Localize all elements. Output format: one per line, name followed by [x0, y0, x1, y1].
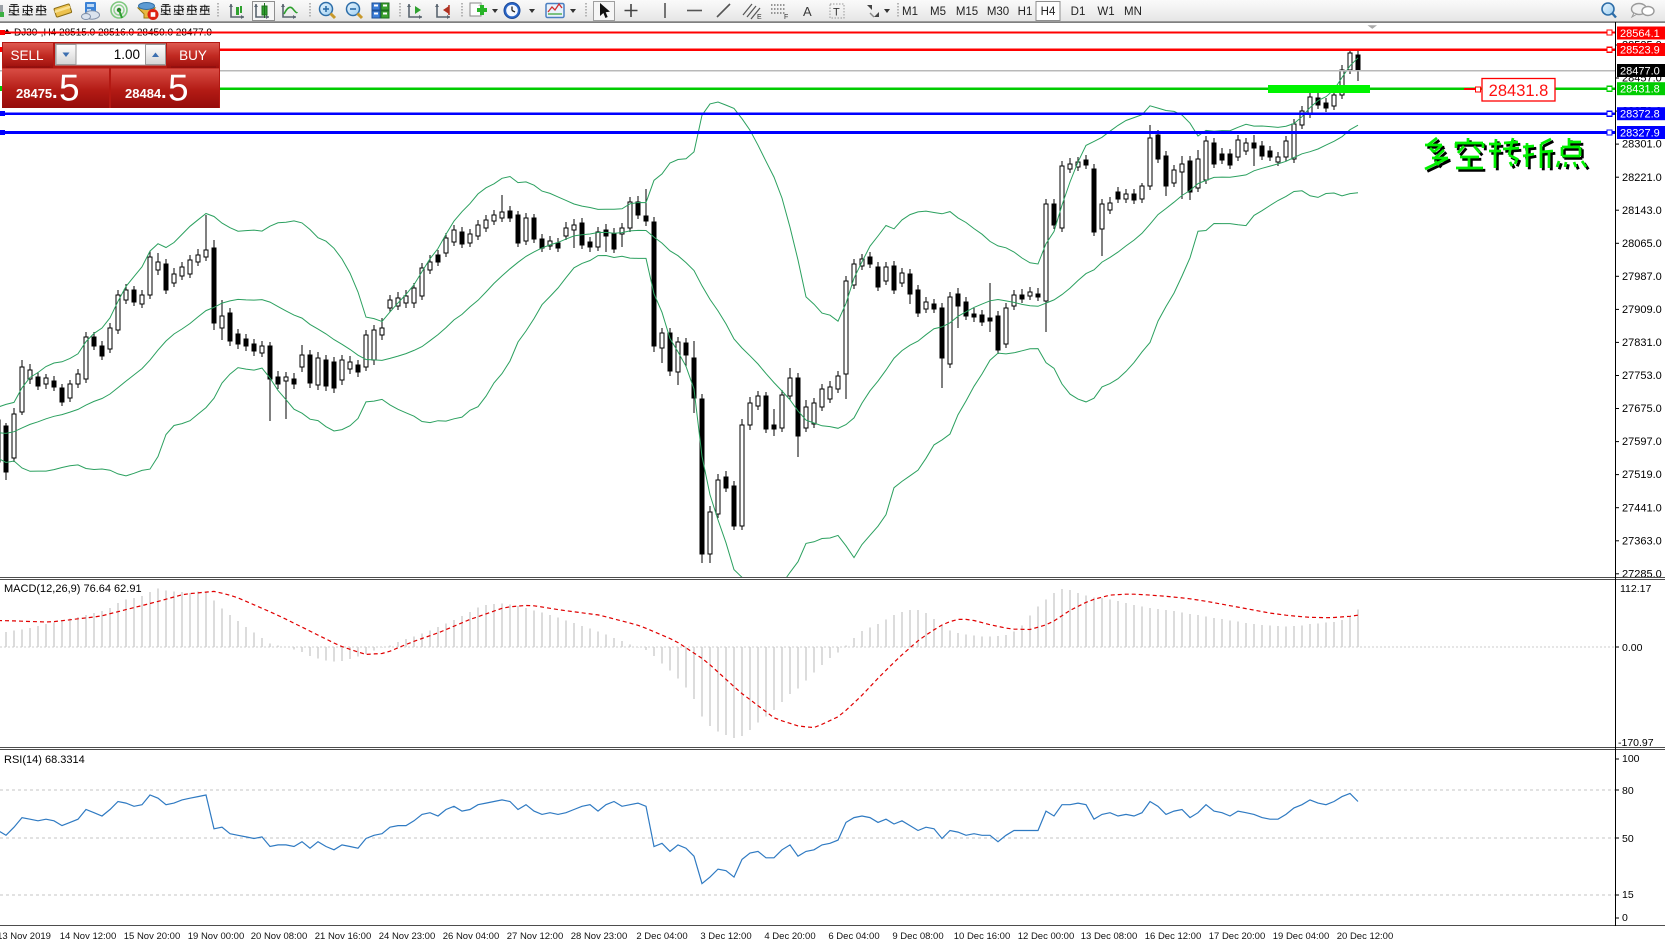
svg-text:24 Nov 23:00: 24 Nov 23:00 [379, 931, 436, 942]
svg-text:27987.0: 27987.0 [1622, 271, 1662, 283]
svg-text:RSI(14) 68.3314: RSI(14) 68.3314 [4, 754, 85, 766]
svg-text:15 Nov 20:00: 15 Nov 20:00 [124, 931, 181, 942]
svg-text:27363.0: 27363.0 [1622, 535, 1662, 547]
svg-text:21 Nov 16:00: 21 Nov 16:00 [315, 931, 372, 942]
svg-text:14 Nov 12:00: 14 Nov 12:00 [60, 931, 117, 942]
svg-text:19 Nov 00:00: 19 Nov 00:00 [188, 931, 245, 942]
svg-text:27 Nov 12:00: 27 Nov 12:00 [507, 931, 564, 942]
svg-text:50: 50 [1622, 833, 1634, 845]
svg-text:28143.0: 28143.0 [1622, 205, 1662, 217]
svg-text:H1: H1 [1018, 6, 1033, 18]
svg-text:10 Dec 16:00: 10 Dec 16:00 [954, 931, 1011, 942]
svg-text:-170.97: -170.97 [1618, 737, 1654, 749]
svg-text:17 Dec 20:00: 17 Dec 20:00 [1209, 931, 1266, 942]
svg-text:MACD(12,26,9) 76.64 62.91: MACD(12,26,9) 76.64 62.91 [4, 583, 142, 595]
svg-text:100: 100 [1622, 753, 1640, 765]
svg-text:2 Dec 04:00: 2 Dec 04:00 [636, 931, 687, 942]
svg-text:20 Nov 08:00: 20 Nov 08:00 [251, 931, 308, 942]
svg-text:20 Dec 12:00: 20 Dec 12:00 [1337, 931, 1394, 942]
svg-text:27519.0: 27519.0 [1622, 469, 1662, 481]
svg-text:5: 5 [59, 68, 80, 109]
svg-text:28431.8: 28431.8 [1489, 82, 1549, 100]
svg-text:M1: M1 [902, 6, 918, 18]
svg-text:0: 0 [1622, 912, 1628, 924]
svg-text:1.00: 1.00 [114, 47, 140, 62]
svg-text:W1: W1 [1097, 6, 1114, 18]
svg-text:28484: 28484 [125, 86, 162, 101]
svg-text:27441.0: 27441.0 [1622, 502, 1662, 514]
svg-text:M30: M30 [987, 6, 1009, 18]
svg-text:28221.0: 28221.0 [1622, 172, 1662, 184]
svg-text:28431.8: 28431.8 [1620, 84, 1660, 96]
svg-text:BUY: BUY [179, 48, 207, 63]
svg-text:19 Dec 04:00: 19 Dec 04:00 [1273, 931, 1330, 942]
svg-text:28327.9: 28327.9 [1620, 128, 1660, 140]
svg-text:3 Dec 12:00: 3 Dec 12:00 [700, 931, 751, 942]
svg-text:.: . [161, 81, 167, 103]
svg-text:27831.0: 27831.0 [1622, 337, 1662, 349]
svg-text:H4: H4 [1041, 6, 1056, 18]
svg-text:16 Dec 12:00: 16 Dec 12:00 [1145, 931, 1202, 942]
svg-text:28 Nov 23:00: 28 Nov 23:00 [571, 931, 628, 942]
svg-text:M15: M15 [956, 6, 978, 18]
svg-text:12 Dec 00:00: 12 Dec 00:00 [1018, 931, 1075, 942]
svg-text:0.00: 0.00 [1622, 642, 1643, 654]
svg-text:.: . [52, 81, 58, 103]
svg-text:15: 15 [1622, 889, 1634, 901]
svg-text:28564.1: 28564.1 [1620, 28, 1660, 40]
svg-text:4 Dec 20:00: 4 Dec 20:00 [764, 931, 815, 942]
svg-text:6 Dec 04:00: 6 Dec 04:00 [828, 931, 879, 942]
svg-text:28477.0: 28477.0 [1620, 66, 1660, 78]
svg-text:5: 5 [168, 68, 189, 109]
svg-text:28523.9: 28523.9 [1620, 45, 1660, 57]
svg-text:112.17: 112.17 [1620, 583, 1651, 595]
svg-text:13 Nov 2019: 13 Nov 2019 [0, 931, 51, 942]
svg-text:MN: MN [1124, 6, 1142, 18]
svg-text:9 Dec 08:00: 9 Dec 08:00 [892, 931, 943, 942]
svg-text:27285.0: 27285.0 [1622, 568, 1662, 580]
svg-text:27675.0: 27675.0 [1622, 403, 1662, 415]
svg-text:28475: 28475 [16, 86, 52, 101]
svg-text:27753.0: 27753.0 [1622, 370, 1662, 382]
svg-text:SELL: SELL [10, 48, 44, 63]
svg-text:28372.8: 28372.8 [1620, 109, 1660, 121]
svg-text:E: E [757, 14, 762, 21]
svg-text:27909.0: 27909.0 [1622, 304, 1662, 316]
svg-text:M5: M5 [930, 6, 946, 18]
svg-text:80: 80 [1622, 785, 1634, 797]
svg-text:T: T [833, 7, 840, 19]
svg-text:F: F [784, 14, 788, 21]
svg-text:13 Dec 08:00: 13 Dec 08:00 [1081, 931, 1138, 942]
svg-text:D1: D1 [1071, 6, 1086, 18]
svg-text:27597.0: 27597.0 [1622, 436, 1662, 448]
svg-text:28301.0: 28301.0 [1622, 139, 1662, 151]
svg-text:A: A [803, 4, 812, 19]
svg-text:26 Nov 04:00: 26 Nov 04:00 [443, 931, 500, 942]
svg-text:28065.0: 28065.0 [1622, 238, 1662, 250]
